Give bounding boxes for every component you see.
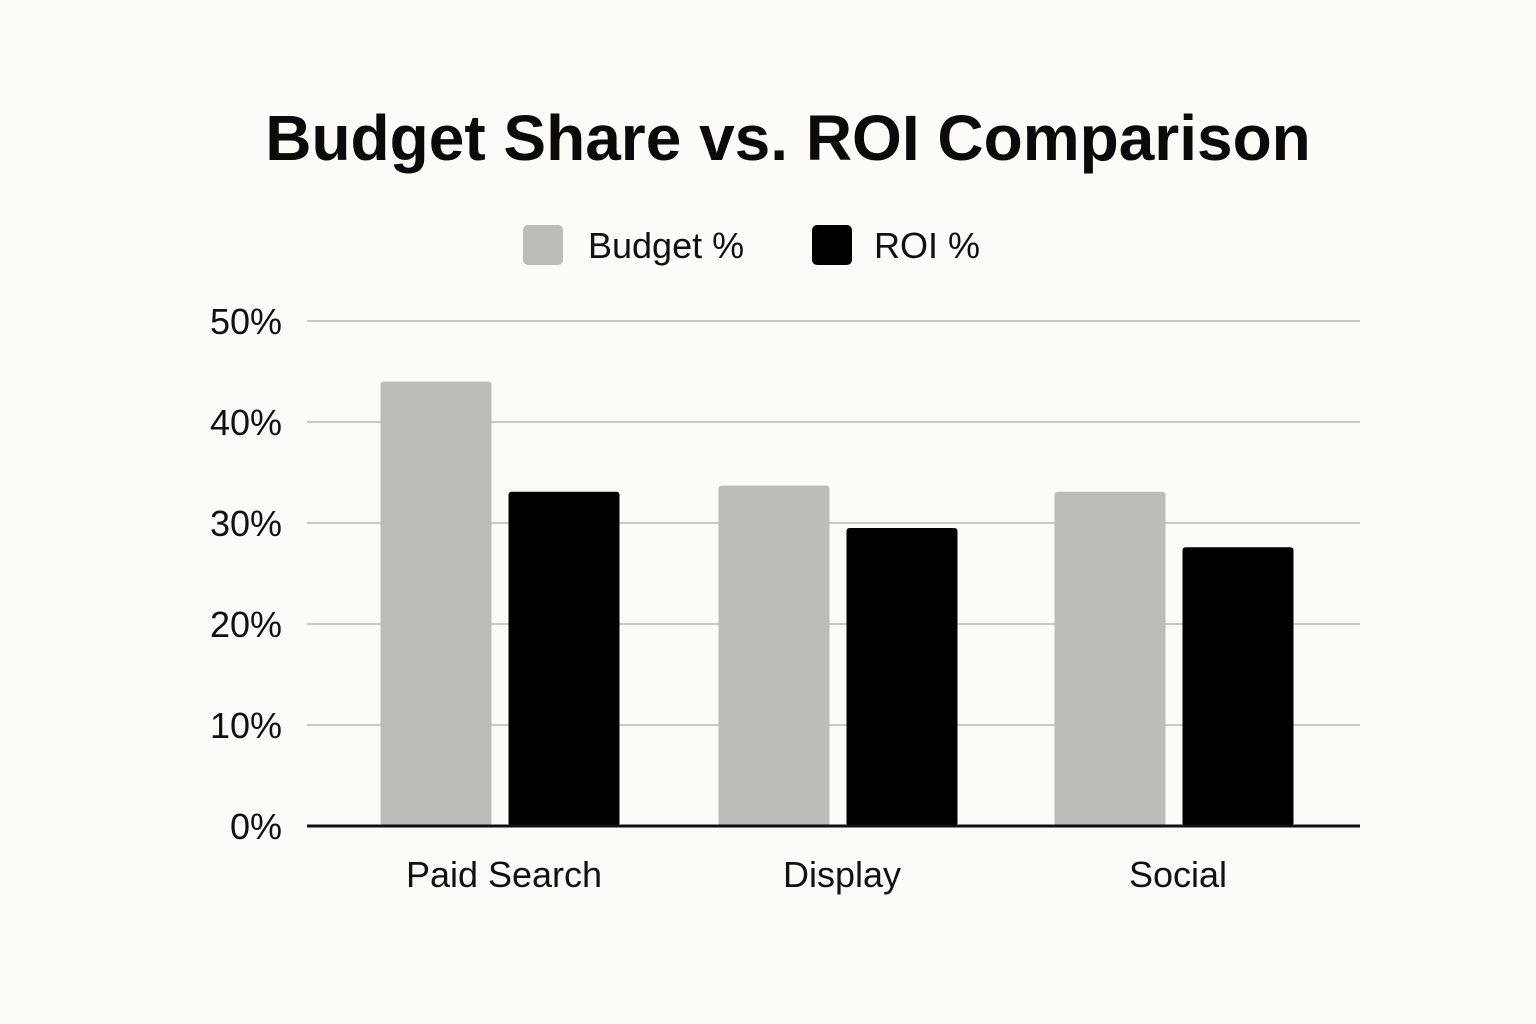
legend-swatch-roi: [812, 225, 852, 265]
bar-social-roi: [1182, 547, 1294, 826]
x-category-label-paid-search: Paid Search: [406, 854, 602, 895]
y-tick-label-20: 20%: [210, 604, 282, 645]
bar-display-roi: [846, 528, 958, 826]
y-tick-label-0: 0%: [230, 806, 282, 847]
x-axis-categories: Paid Search Display Social: [406, 854, 1227, 895]
y-tick-label-30: 30%: [210, 503, 282, 544]
x-category-label-social: Social: [1129, 854, 1227, 895]
bar-paid-search-roi: [508, 491, 620, 826]
legend-label-budget: Budget %: [588, 225, 744, 266]
y-tick-label-40: 40%: [210, 402, 282, 443]
legend-label-roi: ROI %: [874, 225, 980, 266]
x-category-label-display: Display: [783, 854, 901, 895]
legend: Budget % ROI %: [523, 225, 980, 266]
bar-display-budget: [718, 485, 830, 826]
legend-swatch-budget: [523, 225, 563, 265]
y-tick-label-10: 10%: [210, 705, 282, 746]
y-axis-ticks: 0% 10% 20% 30% 40% 50%: [210, 301, 282, 847]
bar-paid-search-budget: [380, 381, 492, 826]
chart-title: Budget Share vs. ROI Comparison: [265, 102, 1311, 174]
bar-social-budget: [1054, 491, 1166, 826]
y-tick-label-50: 50%: [210, 301, 282, 342]
bars: [380, 381, 1294, 826]
